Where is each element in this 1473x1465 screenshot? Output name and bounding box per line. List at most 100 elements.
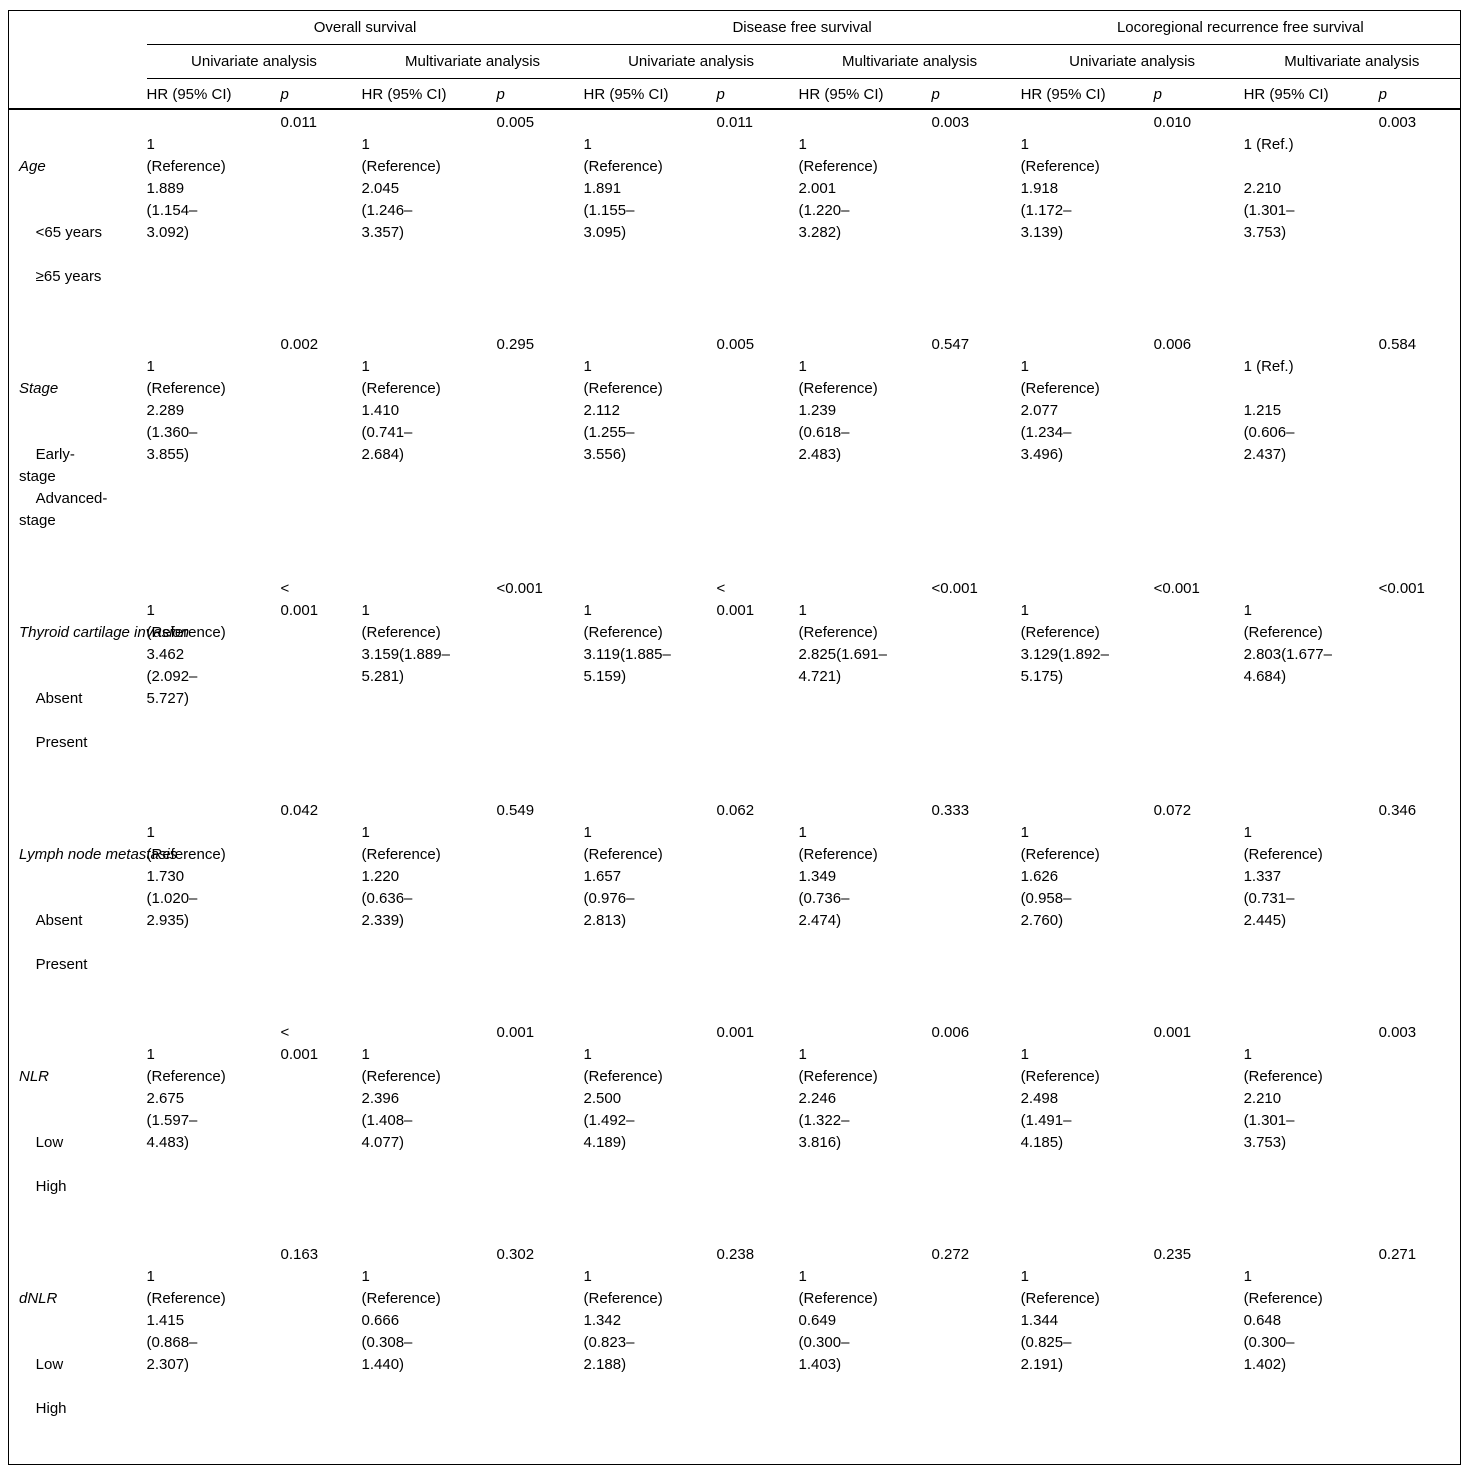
- header-row-analysis: Univariate analysis Multivariate analysi…: [9, 44, 1461, 79]
- analysis-header-multivariate: Multivariate analysis: [798, 44, 1021, 79]
- hr-ci-cell: 1 (Reference) 0.649 (0.300– 1.403): [798, 1267, 878, 1373]
- hr-ci-cell: 1 (Reference) 1.239 (0.618– 2.483): [798, 357, 878, 463]
- corner-cell: [9, 45, 147, 79]
- analysis-header-univariate: Univariate analysis: [583, 44, 799, 79]
- hr-ci-cell: 1 (Reference) 1.889 (1.154– 3.092): [146, 135, 226, 241]
- p-value-cell: 0.003: [1378, 113, 1417, 131]
- p-value-cell: 0.001: [716, 1023, 755, 1041]
- survival-analysis-table: Overall survival Disease free survival L…: [8, 10, 1462, 1465]
- variable-sub-labels: Low High: [35, 1355, 67, 1417]
- hr-ci-cell: 1 (Reference) 3.119(1.885– 5.159): [583, 601, 671, 685]
- p-value-cell: <0.001: [931, 579, 978, 597]
- p-value-cell: 0.295: [496, 335, 535, 353]
- paper-page: Overall survival Disease free survival L…: [8, 10, 1462, 1465]
- p-header: p: [496, 78, 584, 110]
- p-value-cell: < 0.001: [716, 579, 755, 619]
- table-row-thyroid-cartilage-invasion: Thyroid cartilage invasion Absent Presen…: [9, 576, 1461, 798]
- hr-ci-cell: 1 (Reference) 3.129(1.892– 5.175): [1020, 601, 1109, 685]
- p-value-cell: <0.001: [496, 579, 543, 597]
- hr-ci-cell: 1 (Ref.) 1.215 (0.606– 2.437): [1243, 357, 1295, 463]
- hr-ci-cell: 1 (Reference) 2.112 (1.255– 3.556): [583, 357, 663, 463]
- p-value-cell: 0.005: [716, 335, 755, 353]
- p-value-cell: 0.271: [1378, 1245, 1417, 1263]
- p-value-cell: 0.333: [931, 801, 970, 819]
- hr-ci-cell: 1 (Reference) 1.730 (1.020– 2.935): [146, 823, 226, 929]
- p-value-cell: 0.011: [716, 113, 753, 131]
- hr-ci-cell: 1 (Reference) 2.045 (1.246– 3.357): [361, 135, 441, 241]
- endpoint-header-locoregional-recurrence-free-survival: Locoregional recurrence free survival: [1020, 10, 1461, 45]
- hr-ci-cell: 1 (Reference) 2.210 (1.301– 3.753): [1243, 1045, 1323, 1151]
- hr-header: HR (95% CI): [361, 78, 497, 110]
- hr-ci-cell: 1 (Reference) 2.825(1.691– 4.721): [798, 601, 887, 685]
- hr-ci-cell: 1 (Reference) 1.918 (1.172– 3.139): [1020, 135, 1100, 241]
- hr-header: HR (95% CI): [1020, 78, 1154, 110]
- p-value-cell: 0.062: [716, 801, 755, 819]
- p-header: p: [280, 78, 362, 110]
- p-value-cell: 0.001: [1153, 1023, 1192, 1041]
- variable-sub-labels: Low High: [35, 1133, 67, 1195]
- hr-ci-cell: 1 (Reference) 1.342 (0.823– 2.188): [583, 1267, 663, 1373]
- hr-ci-cell: 1 (Reference) 1.337 (0.731– 2.445): [1243, 823, 1323, 929]
- hr-ci-cell: 1 (Reference) 3.462 (2.092– 5.727): [146, 601, 226, 707]
- hr-ci-cell: 1 (Reference) 2.498 (1.491– 4.185): [1020, 1045, 1100, 1151]
- p-header: p: [1378, 78, 1461, 110]
- p-value-cell: 0.584: [1378, 335, 1417, 353]
- analysis-header-multivariate: Multivariate analysis: [361, 44, 584, 79]
- hr-ci-cell: 1 (Reference) 1.410 (0.741– 2.684): [361, 357, 441, 463]
- hr-ci-cell: 1 (Reference) 1.657 (0.976– 2.813): [583, 823, 663, 929]
- hr-ci-cell: 1 (Reference) 3.159(1.889– 5.281): [361, 601, 450, 685]
- p-header: p: [716, 78, 799, 110]
- p-value-cell: 0.346: [1378, 801, 1417, 819]
- hr-ci-cell: 1 (Reference) 0.648 (0.300– 1.402): [1243, 1267, 1323, 1373]
- hr-ci-cell: 1 (Reference) 2.675 (1.597– 4.483): [146, 1045, 226, 1151]
- analysis-header-univariate: Univariate analysis: [1020, 44, 1244, 79]
- header-row-measures: HR (95% CI) p HR (95% CI) p HR (95% CI) …: [8, 78, 1461, 110]
- endpoint-header-overall-survival: Overall survival: [146, 10, 584, 45]
- p-header: p: [931, 78, 1021, 110]
- table-row-dnlr: dNLR Low High 1 (Reference) 1.415 (0.868…: [9, 1242, 1461, 1465]
- hr-ci-cell: 1 (Reference) 2.396 (1.408– 4.077): [361, 1045, 441, 1151]
- p-header: p: [1153, 78, 1244, 110]
- corner-cell: [8, 78, 147, 110]
- hr-header: HR (95% CI): [1243, 78, 1379, 110]
- p-value-cell: 0.235: [1153, 1245, 1192, 1263]
- hr-ci-cell: 1 (Reference) 1.349 (0.736– 2.474): [798, 823, 878, 929]
- hr-ci-cell: 1 (Reference) 1.891 (1.155– 3.095): [583, 135, 663, 241]
- hr-ci-cell: 1 (Reference) 2.246 (1.322– 3.816): [798, 1045, 878, 1151]
- p-value-cell: 0.238: [716, 1245, 755, 1263]
- p-value-cell: 0.011: [280, 113, 317, 131]
- variable-group-label: Age: [19, 157, 46, 175]
- table-row-nlr: NLR Low High 1 (Reference) 2.675 (1.597–…: [9, 1020, 1461, 1242]
- variable-label-cell: Stage Early- stage Advanced- stage: [9, 332, 147, 576]
- variable-group-label: Lymph node metastasis: [19, 845, 178, 863]
- p-value-cell: 0.003: [931, 113, 970, 131]
- hr-ci-cell: 1 (Ref.) 2.210 (1.301– 3.753): [1243, 135, 1295, 241]
- p-value-cell: 0.163: [280, 1245, 319, 1263]
- p-value-cell: < 0.001: [280, 1023, 319, 1063]
- p-value-cell: 0.006: [931, 1023, 970, 1041]
- p-value-cell: <0.001: [1378, 579, 1425, 597]
- hr-ci-cell: 1 (Reference) 2.500 (1.492– 4.189): [583, 1045, 663, 1151]
- p-value-cell: 0.003: [1378, 1023, 1417, 1041]
- hr-ci-cell: 1 (Reference) 1.344 (0.825– 2.191): [1020, 1267, 1100, 1373]
- variable-label-cell: NLR Low High: [9, 1020, 147, 1242]
- table-row-lymph-node-metastasis: Lymph node metastasis Absent Present 1 (…: [9, 798, 1461, 1020]
- table-row-age: Age <65 years ≥65 years 1 (Reference) 1.…: [9, 109, 1461, 332]
- endpoint-header-disease-free-survival: Disease free survival: [583, 10, 1021, 45]
- hr-header: HR (95% CI): [583, 78, 717, 110]
- hr-ci-cell: 1 (Reference) 2.803(1.677– 4.684): [1243, 601, 1332, 685]
- hr-header: HR (95% CI): [146, 78, 281, 110]
- p-value-cell: 0.002: [280, 335, 319, 353]
- p-value-cell: 0.072: [1153, 801, 1192, 819]
- variable-sub-labels: <65 years ≥65 years: [35, 223, 102, 285]
- variable-sub-labels: Absent Present: [35, 911, 88, 973]
- hr-ci-cell: 1 (Reference) 2.077 (1.234– 3.496): [1020, 357, 1100, 463]
- table-row-stage: Stage Early- stage Advanced- stage 1 (Re…: [9, 332, 1461, 576]
- p-value-cell: 0.010: [1153, 113, 1192, 131]
- corner-cell: [9, 11, 147, 45]
- p-value-cell: 0.001: [496, 1023, 535, 1041]
- hr-ci-cell: 1 (Reference) 0.666 (0.308– 1.440): [361, 1267, 441, 1373]
- p-value-cell: 0.549: [496, 801, 535, 819]
- p-value-cell: 0.302: [496, 1245, 535, 1263]
- variable-label-cell: dNLR Low High: [9, 1242, 147, 1465]
